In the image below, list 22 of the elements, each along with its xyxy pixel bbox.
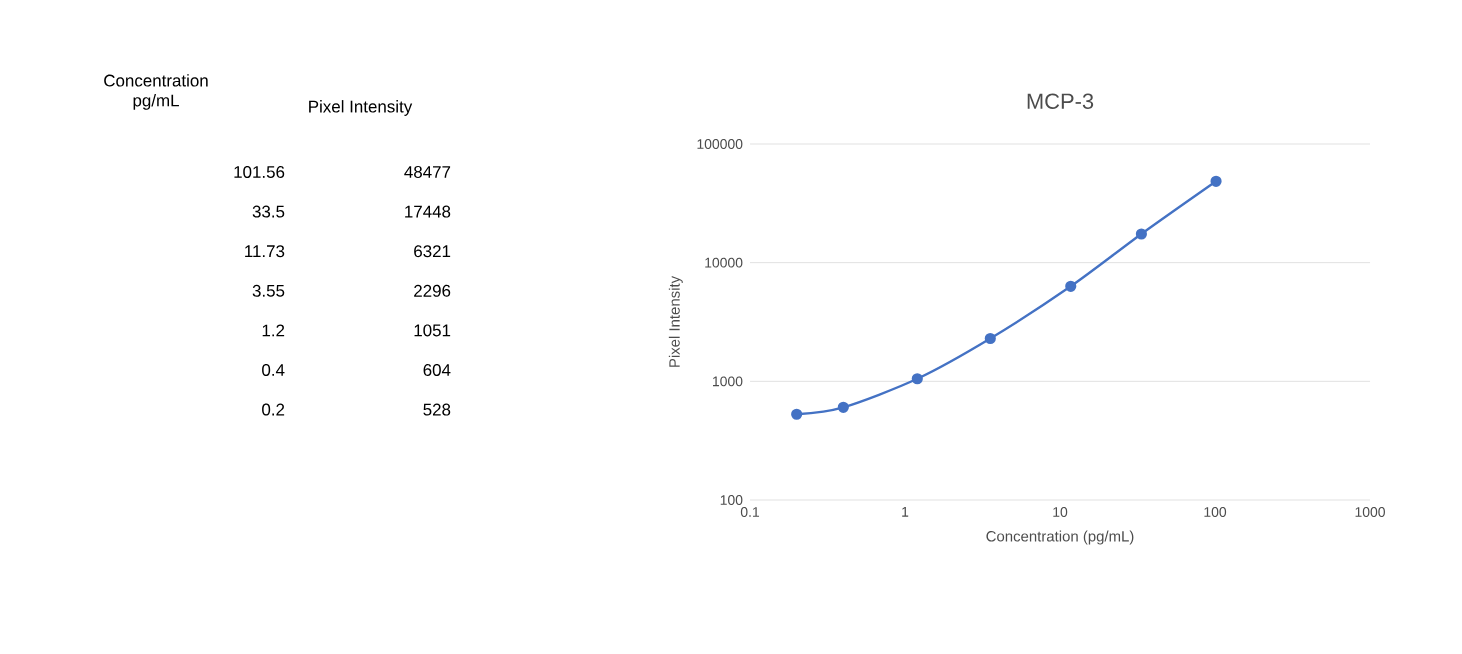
text: 2296: [414, 284, 451, 297]
text: 48477: [404, 166, 451, 178]
text: 1051: [414, 324, 451, 337]
text: 101.56: [234, 166, 285, 178]
text: 17448: [405, 205, 451, 218]
text: 0.2: [262, 403, 285, 416]
point: [984, 332, 996, 345]
text: 11.73: [245, 245, 285, 258]
text: 528: [423, 403, 451, 416]
text: 33.5: [252, 205, 285, 218]
text: 0.4: [262, 364, 285, 376]
point: [1210, 175, 1222, 187]
text: 6321: [414, 245, 451, 258]
point: [1135, 228, 1147, 240]
chart-title: MCP-3: [1027, 93, 1094, 109]
text: 3.55: [252, 284, 285, 297]
point: [837, 401, 849, 413]
text: 1.2: [262, 324, 285, 337]
text: Pixel Intensity: [309, 100, 413, 116]
text: 604: [423, 364, 451, 376]
text: Concentration pg/mL: [104, 74, 208, 110]
point: [911, 373, 923, 385]
